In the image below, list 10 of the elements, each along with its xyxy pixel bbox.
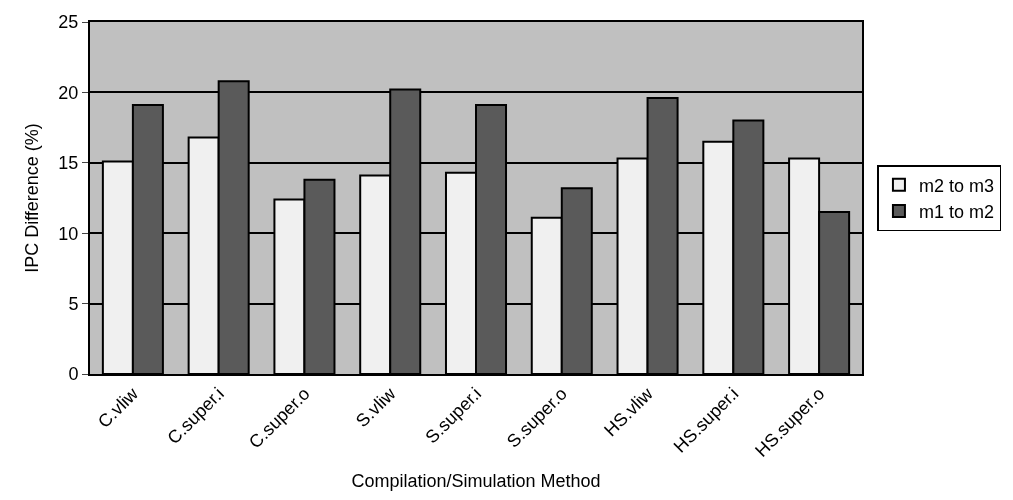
y-tick-label: 20 [58, 82, 79, 103]
y-tick-label: 0 [68, 364, 79, 385]
y-tick-label: 10 [58, 223, 79, 244]
x-axis-title: Compilation/Simulation Method [351, 471, 601, 492]
y-axis-title: IPC Difference (%) [22, 123, 43, 273]
y-tick-label: 5 [68, 293, 79, 314]
legend-label: m1 to m2 [918, 202, 994, 223]
y-tick-label: 25 [58, 12, 79, 33]
y-tick-label: 15 [58, 153, 79, 174]
legend-label: m2 to m3 [918, 175, 994, 196]
